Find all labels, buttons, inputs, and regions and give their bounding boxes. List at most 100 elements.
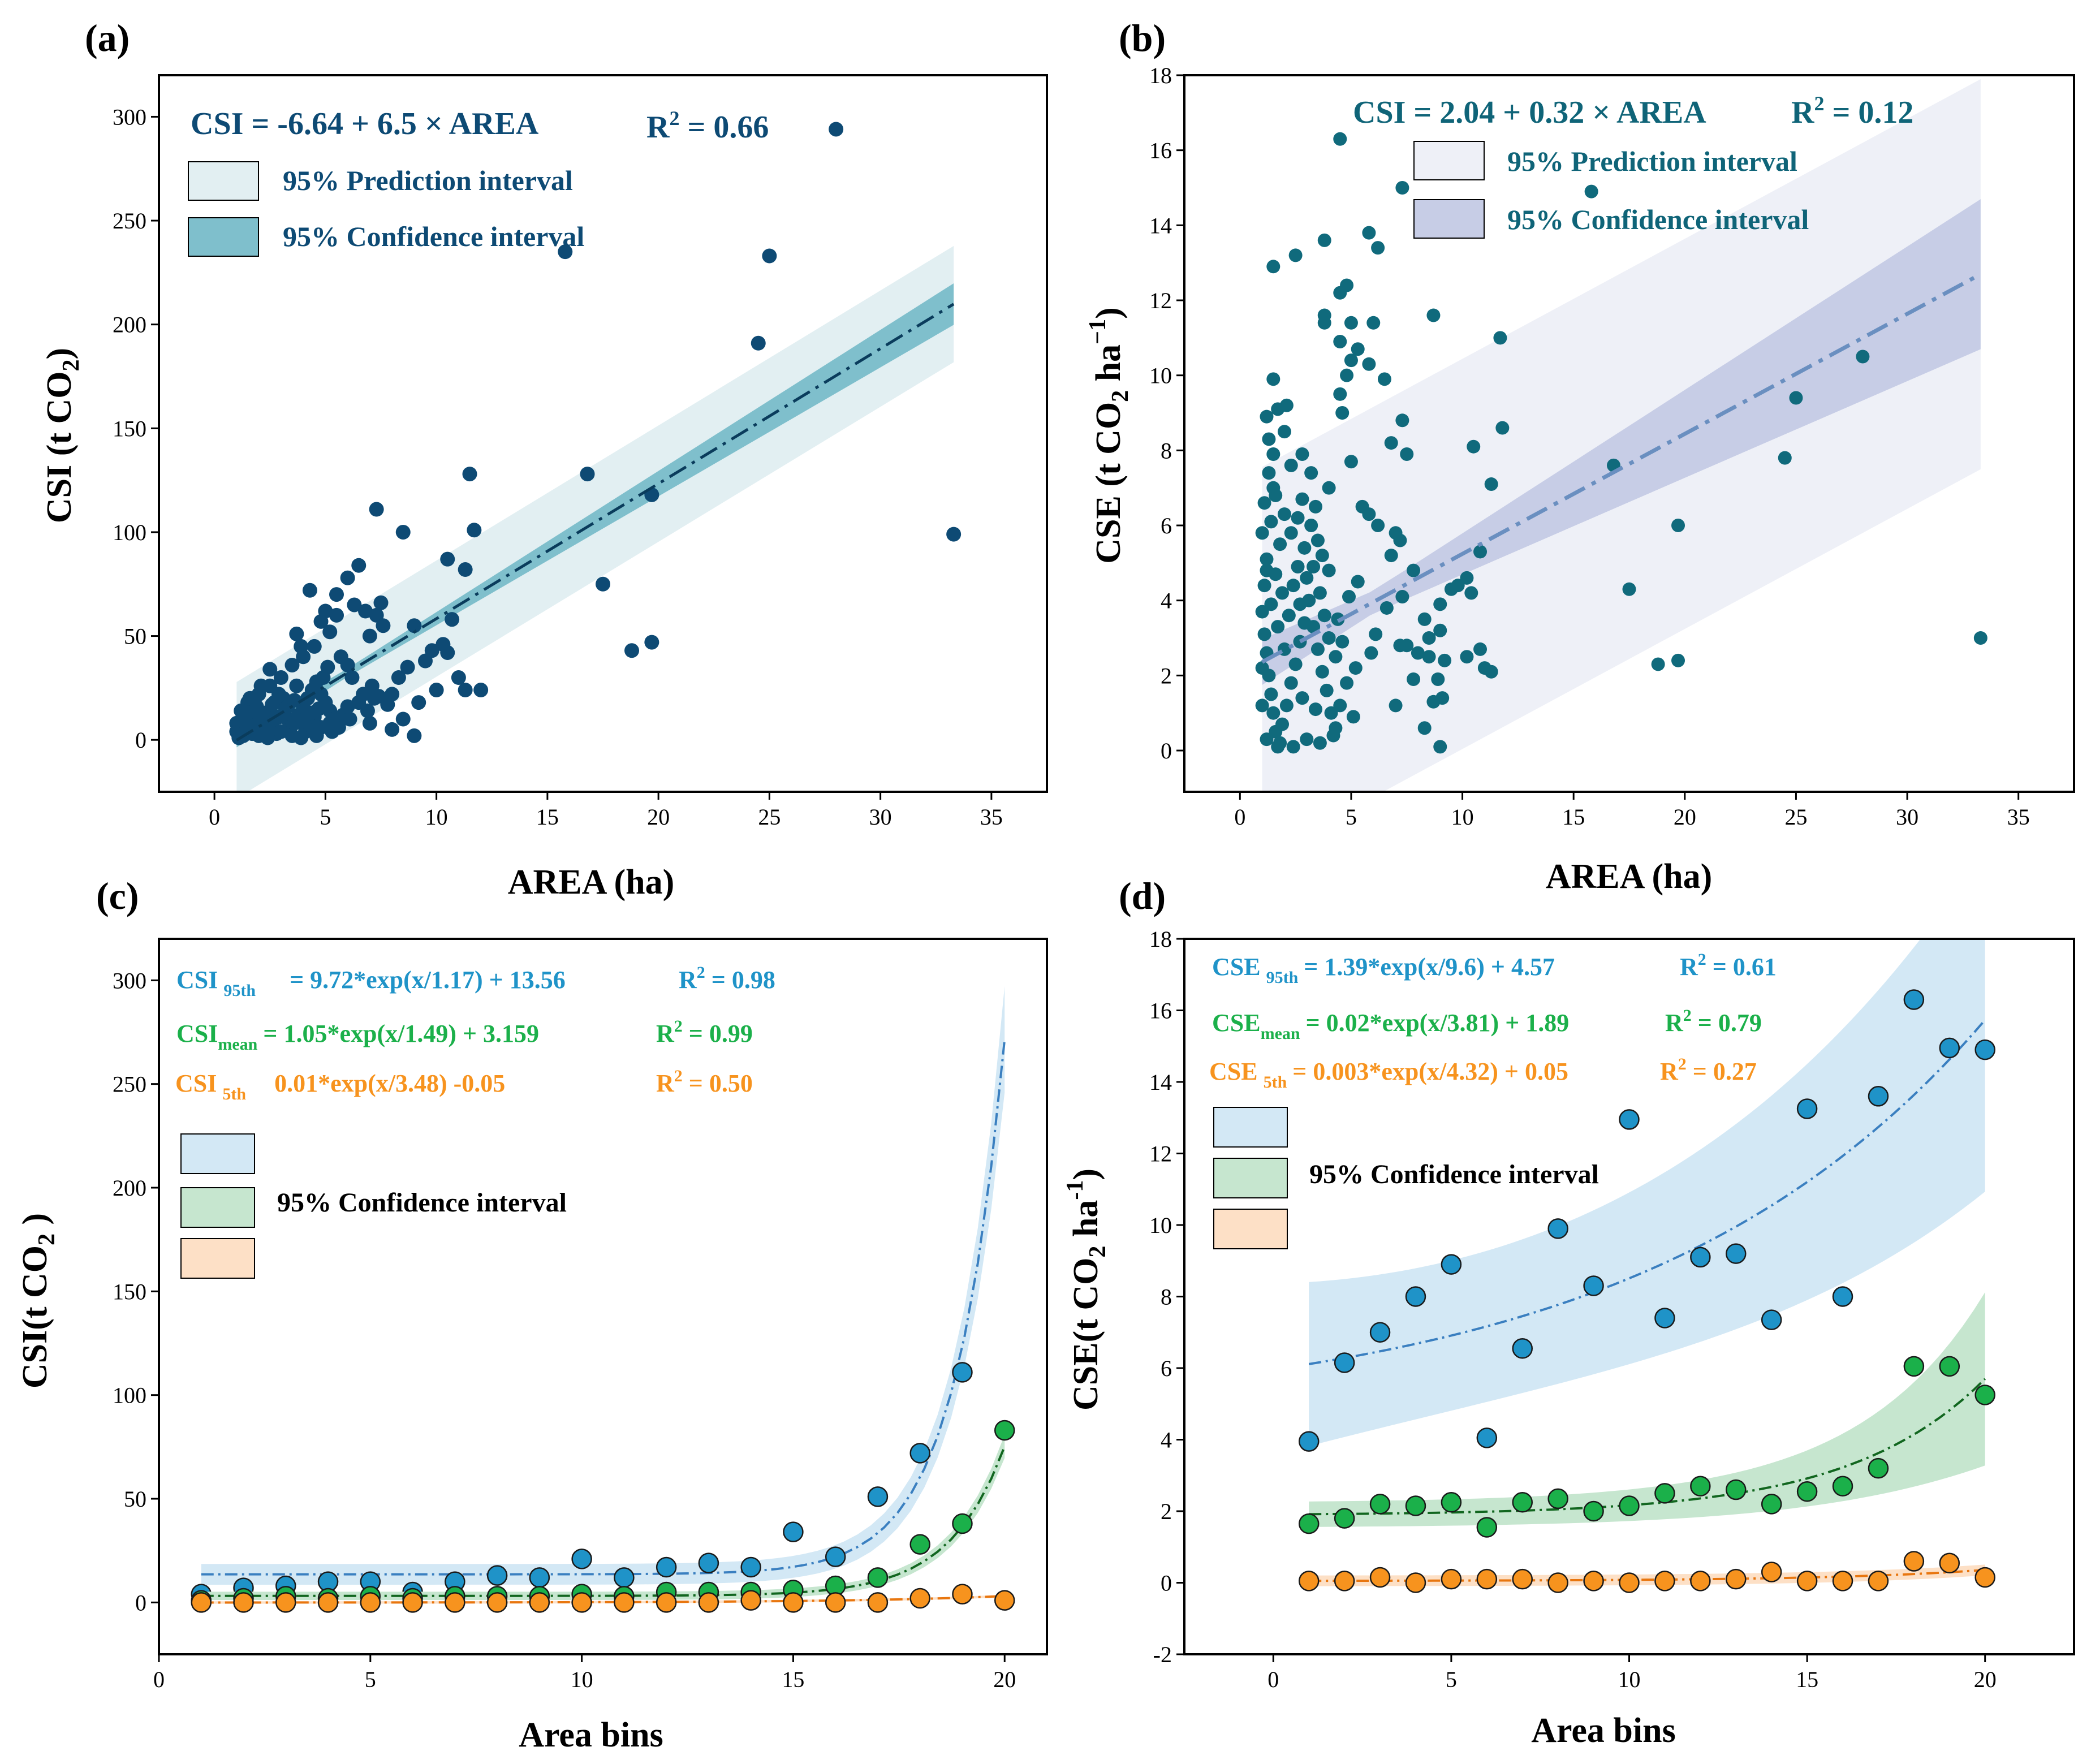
panel-d-p95-point: [1939, 1037, 1960, 1059]
panel-b-data-point: [1973, 631, 1987, 645]
panel-d-x-label: Area bins: [1531, 1711, 1676, 1750]
panel-a-data-point: [340, 699, 355, 714]
panel-c-p5-point: [783, 1592, 804, 1613]
panel-b-data-point: [1438, 653, 1452, 667]
panel-b-data-point: [1371, 241, 1385, 255]
panel-a-data-point: [351, 558, 367, 573]
panel-d-mean-point: [1369, 1494, 1391, 1515]
panel-a-data-point: [344, 670, 360, 685]
panel-b-data-point: [1384, 436, 1398, 450]
panel-b-data-point: [1297, 541, 1312, 555]
panel-d-y-label: CSE(t CO2 ha-1): [1062, 1168, 1111, 1411]
panel-d-p95-point: [1868, 1086, 1889, 1107]
panel-d-p5-point: [1547, 1572, 1568, 1593]
panel-a-data-point: [424, 643, 439, 658]
panel-b-y-tick-label: 6: [1161, 513, 1172, 538]
panel-b-data-point: [1329, 650, 1343, 664]
panel-a-plot-area: [229, 122, 962, 792]
panel-c-p95-point: [909, 1443, 930, 1464]
panel-b-data-point: [1273, 736, 1287, 750]
panel-a-legend-confidence-label: 95% Confidence interval: [283, 221, 584, 252]
panel-b-data-point: [1313, 736, 1327, 750]
panel-a-data-point: [287, 693, 302, 708]
panel-b-data-point: [1335, 406, 1350, 420]
panel-d-mean-point: [1974, 1385, 1995, 1405]
panel-c-mean-point: [952, 1513, 973, 1534]
panel-b-data-point: [1362, 507, 1376, 521]
panel-b-data-point: [1333, 698, 1347, 713]
panel-c-p5-point: [275, 1592, 296, 1613]
panel-a-x-label: AREA (ha): [508, 863, 675, 902]
panel-a-data-point: [371, 689, 386, 704]
panel-b-x-tick-label: 20: [1674, 804, 1696, 830]
panel-d-r2-95th: R2 = 0.61: [1680, 950, 1777, 981]
panel-b-data-point: [1304, 519, 1318, 533]
panel-d-y-tick-label: -2: [1153, 1642, 1172, 1667]
panel-d-mean-point: [1903, 1356, 1925, 1377]
panel-d-mean-point: [1796, 1481, 1818, 1502]
panel-b-data-point: [1384, 549, 1398, 563]
panel-a-data-point: [395, 524, 411, 540]
panel-b-data-point: [1300, 732, 1314, 747]
panel-b-data-point: [1320, 683, 1334, 697]
panel-d-p5-point: [1903, 1551, 1925, 1572]
panel-d-p95-point: [1547, 1218, 1568, 1239]
panel-b-legend-confidence-label: 95% Confidence interval: [1507, 204, 1809, 235]
panel-a-data-point: [304, 705, 320, 721]
panel-b-data-point: [1295, 447, 1309, 461]
panel-a-data-point: [451, 670, 466, 685]
panel-c-p5-point: [909, 1588, 930, 1609]
panel-d-y-tick-label: 16: [1149, 998, 1172, 1024]
panel-d-mean-point: [1583, 1500, 1604, 1522]
panel-b-data-point: [1431, 672, 1445, 686]
panel-d-y-tick-label: 6: [1161, 1356, 1172, 1381]
panel-b-data-point: [1288, 248, 1303, 262]
panel-b-data-point: [1389, 698, 1403, 713]
panel-b-frame: [1183, 74, 2075, 793]
panel-b-equation: CSI = 2.04 + 0.32 × AREA: [1353, 95, 1706, 130]
panel-c-r2-95th: R2 = 0.98: [679, 963, 775, 994]
panel-d-x-tick-label: 0: [1267, 1667, 1279, 1692]
panel-b-data-point: [1348, 661, 1363, 675]
panel-a-x-tick-label: 30: [869, 804, 892, 830]
panel-d-legend-5th-swatch: [1213, 1209, 1288, 1249]
panel-c-x-label: Area bins: [519, 1716, 663, 1754]
panel-b-data-point: [1315, 665, 1329, 679]
panel-c-x-tick-label: 20: [993, 1667, 1016, 1692]
panel-a-data-point: [369, 502, 384, 517]
panel-b-data-point: [1322, 563, 1336, 577]
panel-d-mean-point: [1690, 1476, 1711, 1496]
panel-b-data-point: [1282, 609, 1296, 623]
panel-a-data-point: [362, 715, 377, 731]
panel-b-data-point: [1264, 597, 1278, 611]
panel-b-data-point: [1467, 439, 1481, 454]
panel-c-p5-point: [825, 1592, 846, 1613]
panel-b-data-point: [1322, 481, 1336, 495]
panel-d-legend-mean-swatch: [1213, 1158, 1288, 1198]
panel-d-y-tick-label: 2: [1161, 1499, 1172, 1524]
panel-d-y-ticks: -2 0 2 4 6 8 10 12 14 16 18: [1149, 926, 1184, 1667]
panel-b-data-point: [1351, 342, 1365, 356]
panel-b-data-point: [1366, 316, 1381, 330]
panel-b: (b) 0 5 10 15 20 25 30 35 0 2 4 6 8 10 12 14 16 18 AREA …: [1085, 16, 2075, 896]
panel-b-data-point: [1451, 579, 1465, 593]
panel-b-data-point: [1789, 391, 1803, 405]
panel-d-p95-point: [1369, 1322, 1391, 1343]
panel-b-y-tick-label: 16: [1149, 138, 1172, 163]
panel-d-plot-area: [1298, 939, 1995, 1593]
panel-a-data-point: [289, 626, 304, 641]
panel-d-annotation: CSE 95th = 1.39*exp(x/9.6) + 4.57 R2 = 0.6…: [1209, 950, 1777, 1249]
panel-a-data-point: [340, 570, 355, 585]
panel-a-data-point: [644, 635, 659, 650]
panel-b-data-point: [1344, 455, 1358, 469]
panel-b-data-point: [1362, 226, 1376, 240]
panel-b-data-point: [1395, 413, 1409, 428]
panel-d-letter: (d): [1119, 874, 1166, 917]
panel-d-equation-95th: CSE 95th = 1.39*exp(x/9.6) + 4.57: [1212, 953, 1555, 987]
panel-b-data-point: [1288, 657, 1303, 671]
panel-a-legend-confidence-swatch: [188, 217, 259, 257]
panel-c-legend-5th-swatch: [180, 1238, 255, 1279]
panel-c-p95-point: [529, 1567, 550, 1588]
panel-b-data-point: [1324, 706, 1338, 720]
panel-a-y-label: CSI (t CO2): [40, 348, 84, 523]
